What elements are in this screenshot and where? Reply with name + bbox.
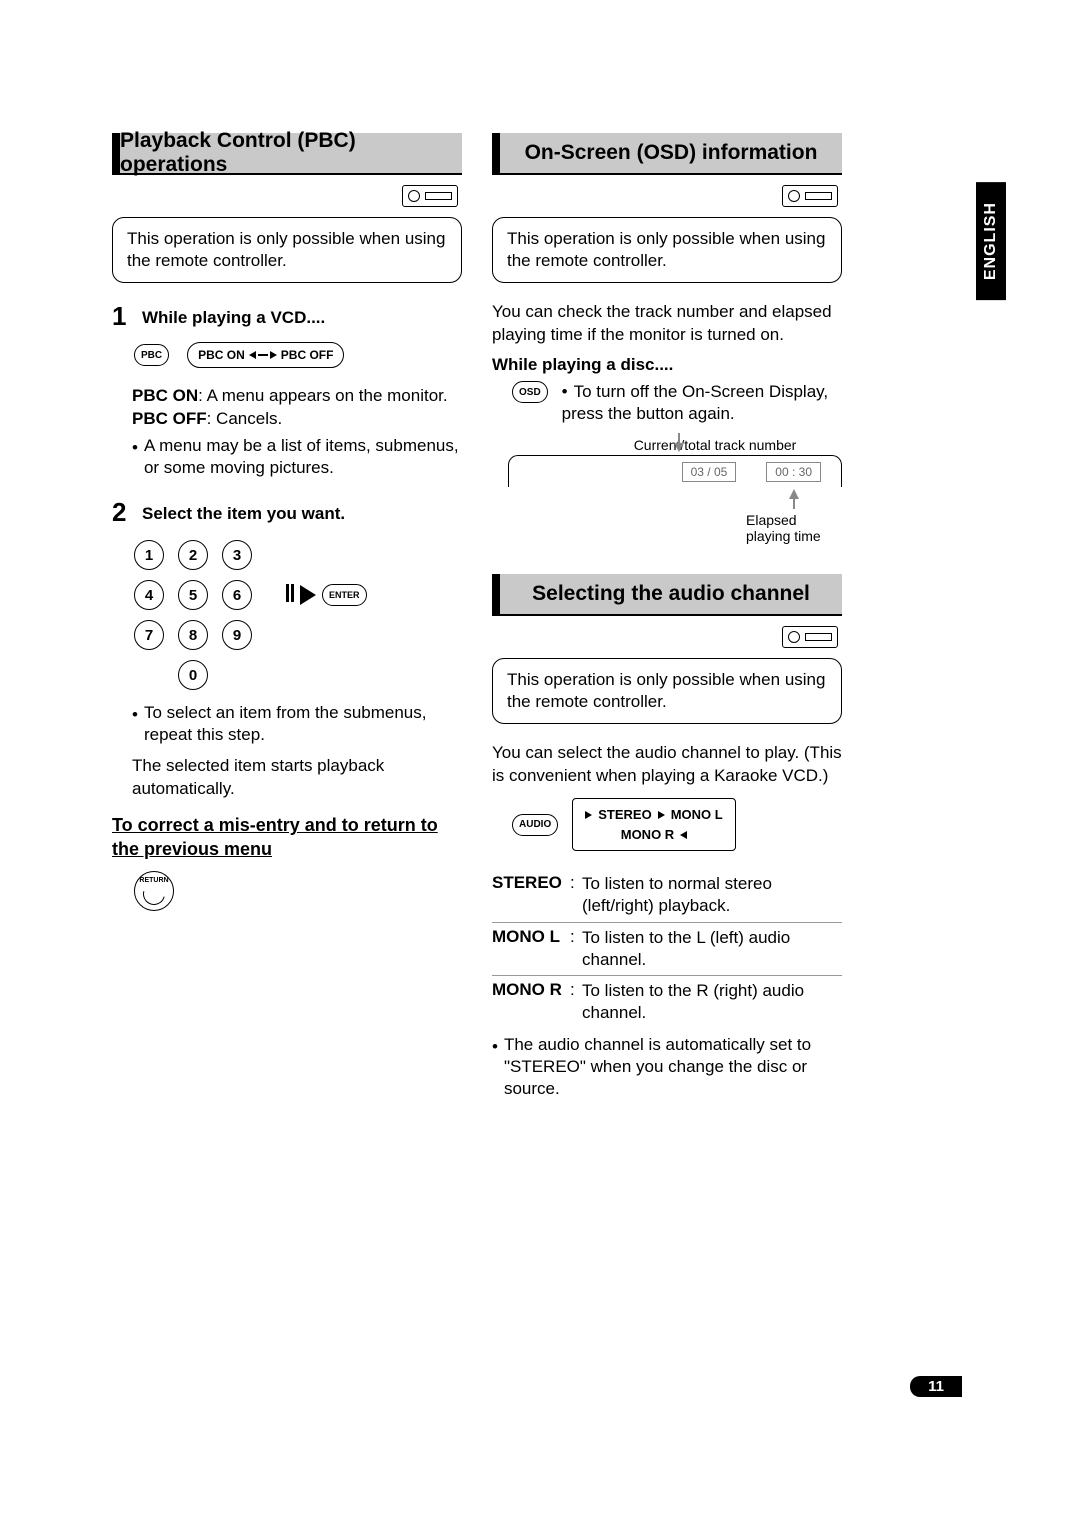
step2-bullet: To select an item from the submenus, rep… [144,702,462,746]
key-3[interactable]: 3 [222,540,252,570]
pbc-button[interactable]: PBC [134,344,169,366]
key-2[interactable]: 2 [178,540,208,570]
key-5[interactable]: 5 [178,580,208,610]
key-0[interactable]: 0 [178,660,208,690]
pbc-off-text: PBC OFF [281,348,334,362]
page-number: 11 [910,1376,962,1397]
return-subhead: To correct a mis-entry and to return to … [112,814,462,861]
pbc-on-text: PBC ON [198,348,245,362]
section-header-audio: Selecting the audio channel [492,574,842,616]
enter-arrow: ENTER [286,584,367,607]
pbc-on-desc: : A menu appears on the monitor. [198,386,448,406]
enter-button[interactable]: ENTER [322,584,367,606]
osd-title: On-Screen (OSD) information [500,133,842,175]
audio-cycle: STEREO MONO L MONO R [572,798,735,851]
audio-title: Selecting the audio channel [500,574,842,616]
key-7[interactable]: 7 [134,620,164,650]
pbc-bullet: A menu may be a list of items, submenus,… [144,435,462,479]
remote-icon [782,626,838,648]
def-monor-v: To listen to the R (right) audio channel… [582,980,842,1024]
key-4[interactable]: 4 [134,580,164,610]
right-column: On-Screen (OSD) information This operati… [492,133,842,1106]
def-monor-k: MONO R [492,980,570,1024]
step1-num: 1 [112,301,132,332]
osd-intro: You can check the track number and elaps… [492,301,842,347]
return-button[interactable]: RETURN [134,871,174,911]
page-content: Playback Control (PBC) operations This o… [112,133,962,1106]
section-header-pbc: Playback Control (PBC) operations [112,133,462,175]
def-monol-v: To listen to the L (left) audio channel. [582,927,842,971]
pbc-off-desc: : Cancels. [207,409,283,429]
step2-body: The selected item starts playback automa… [132,755,462,801]
step2-title: Select the item you want. [142,497,345,528]
def-stereo-v: To listen to normal stereo (left/right) … [582,873,842,917]
key-8[interactable]: 8 [178,620,208,650]
cycle-monor: MONO R [621,825,674,845]
cycle-stereo: STEREO [598,805,651,825]
step1-title: While playing a VCD.... [142,301,325,332]
pbc-on-label: PBC ON [132,386,198,406]
remote-icon [402,185,458,207]
remote-icon [782,185,838,207]
def-stereo-k: STEREO [492,873,570,917]
audio-intro: You can select the audio channel to play… [492,742,842,788]
time-value: 00 : 30 [766,462,821,482]
def-monol-k: MONO L [492,927,570,971]
key-6[interactable]: 6 [222,580,252,610]
osd-diagram: Current/total track number 03 / 05 00 : … [508,437,842,544]
elapsed-label: Elapsed playing time [746,512,842,544]
audio-note: This operation is only possible when usi… [492,658,842,724]
audio-defs: STEREO:To listen to normal stereo (left/… [492,869,842,1028]
left-column: Playback Control (PBC) operations This o… [112,133,462,1106]
audio-button[interactable]: AUDIO [512,814,558,836]
section-header-osd: On-Screen (OSD) information [492,133,842,175]
osd-button[interactable]: OSD [512,381,548,403]
language-tab: ENGLISH [976,182,1006,300]
track-label: Current/total track number [588,437,842,453]
pbc-toggle: PBC ON PBC OFF [187,342,344,368]
osd-note: This operation is only possible when usi… [492,217,842,283]
cycle-monol: MONO L [671,805,723,825]
audio-bullet: The audio channel is automatically set t… [504,1034,842,1100]
keypad: 1 2 3 4 5 6 ENTER 7 8 9 0 [134,540,462,690]
osd-text: To turn off the On-Screen Display, press… [562,382,828,423]
pbc-off-label: PBC OFF [132,409,207,429]
pbc-title: Playback Control (PBC) operations [120,133,462,175]
key-9[interactable]: 9 [222,620,252,650]
track-value: 03 / 05 [682,462,737,482]
osd-sub: While playing a disc.... [492,355,842,375]
pbc-note: This operation is only possible when usi… [112,217,462,283]
key-1[interactable]: 1 [134,540,164,570]
step2-num: 2 [112,497,132,528]
